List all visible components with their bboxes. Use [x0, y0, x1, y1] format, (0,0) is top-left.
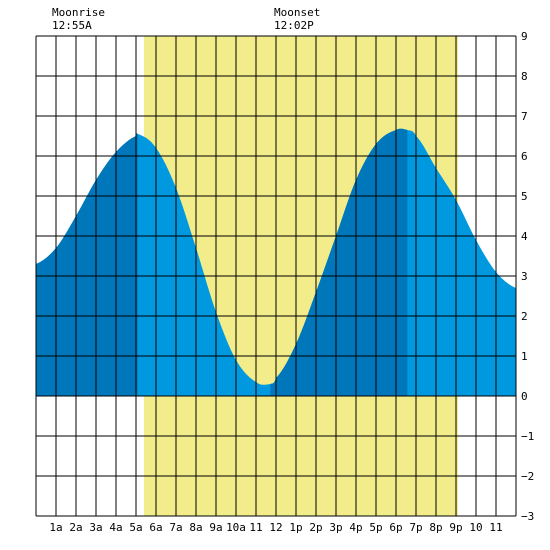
moonset-time: 12:02P — [274, 19, 314, 32]
y-tick-label: 5 — [521, 190, 528, 203]
y-tick-label: −1 — [521, 430, 534, 443]
x-tick-label: 5p — [369, 521, 382, 534]
x-tick-label: 7a — [169, 521, 182, 534]
x-tick-label: 1a — [49, 521, 62, 534]
x-tick-label: 6a — [149, 521, 162, 534]
y-tick-label: 6 — [521, 150, 528, 163]
x-tick-label: 10 — [469, 521, 482, 534]
y-tick-label: −3 — [521, 510, 534, 523]
y-tick-label: −2 — [521, 470, 534, 483]
tide-shade-region — [36, 133, 138, 396]
x-tick-label: 11 — [249, 521, 262, 534]
x-tick-label: 4p — [349, 521, 362, 534]
y-tick-label: 3 — [521, 270, 528, 283]
x-tick-label: 1p — [289, 521, 302, 534]
x-tick-label: 9p — [449, 521, 462, 534]
y-tick-label: 4 — [521, 230, 528, 243]
y-tick-label: 0 — [521, 390, 528, 403]
x-tick-label: 6p — [389, 521, 402, 534]
x-tick-label: 2a — [69, 521, 82, 534]
x-tick-label: 10a — [226, 521, 246, 534]
y-tick-label: 7 — [521, 110, 528, 123]
x-tick-label: 7p — [409, 521, 422, 534]
moonrise-time: 12:55A — [52, 19, 92, 32]
x-tick-label: 8a — [189, 521, 202, 534]
y-tick-label: 8 — [521, 70, 528, 83]
y-tick-label: 2 — [521, 310, 528, 323]
x-tick-label: 4a — [109, 521, 122, 534]
moonrise-label: Moonrise — [52, 6, 105, 19]
moonset-label: Moonset — [274, 6, 320, 19]
x-tick-label: 3a — [89, 521, 102, 534]
x-tick-label: 12 — [269, 521, 282, 534]
x-tick-label: 5a — [129, 521, 142, 534]
x-tick-label: 9a — [209, 521, 222, 534]
x-tick-label: 2p — [309, 521, 322, 534]
y-tick-label: 9 — [521, 30, 528, 43]
x-tick-label: 8p — [429, 521, 442, 534]
y-tick-label: 1 — [521, 350, 528, 363]
x-tick-label: 3p — [329, 521, 342, 534]
x-tick-label: 11 — [489, 521, 502, 534]
